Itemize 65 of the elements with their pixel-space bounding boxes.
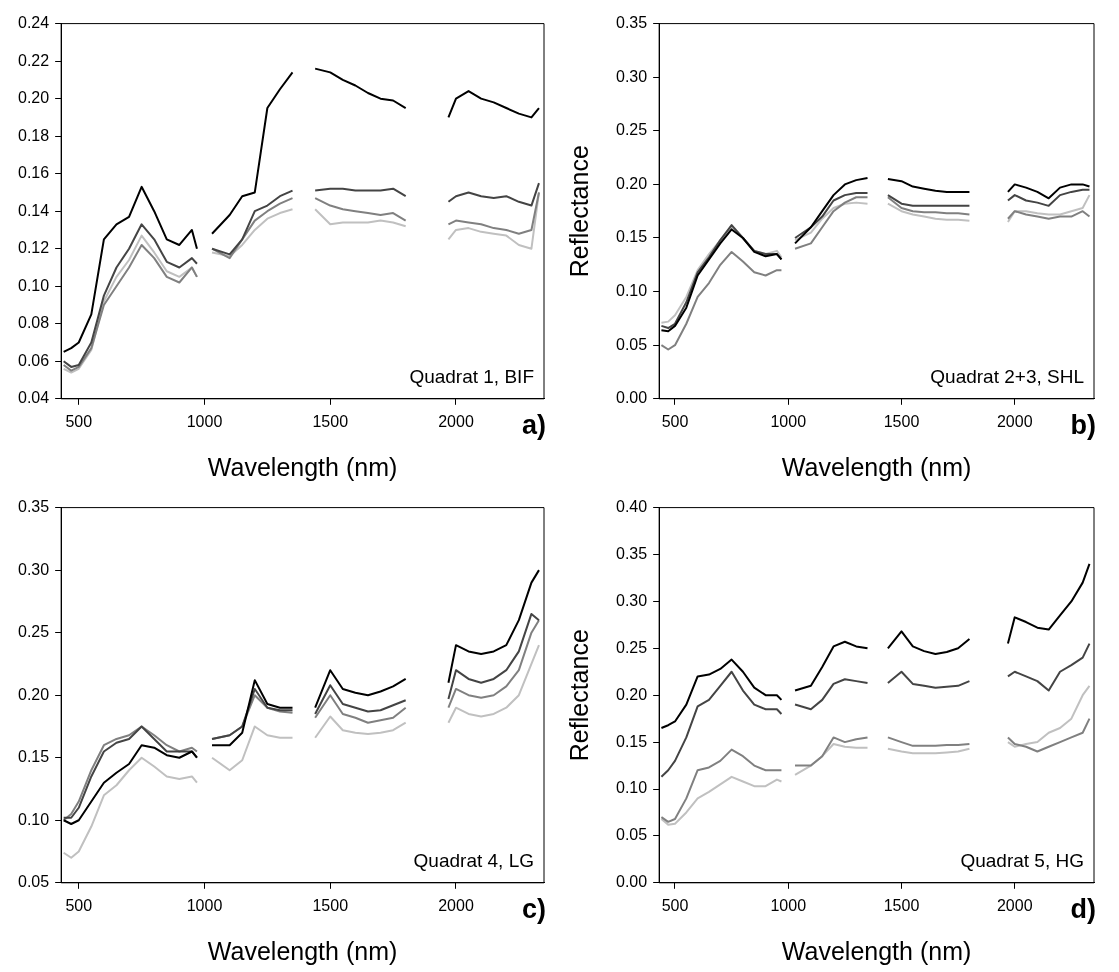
y-axis-title: Reflectance bbox=[564, 145, 593, 278]
x-tick-label: 1000 bbox=[186, 412, 223, 430]
y-tick-label: 0.40 bbox=[616, 498, 648, 516]
x-tick-label: 2000 bbox=[438, 412, 474, 430]
y-tick-label: 0.08 bbox=[18, 314, 50, 332]
y-tick-label: 0.10 bbox=[18, 810, 50, 828]
y-tick-label: 0.35 bbox=[616, 14, 648, 32]
text: b) bbox=[1070, 410, 1096, 441]
y-tick-label: 0.00 bbox=[616, 389, 648, 407]
annotation: Quadrat 2+3, SHL bbox=[930, 365, 1084, 387]
x-tick-label: 1500 bbox=[883, 896, 920, 914]
y-tick-label: 0.18 bbox=[18, 126, 50, 144]
x-tick-label: 2000 bbox=[996, 412, 1033, 430]
text: a) bbox=[521, 410, 546, 441]
y-tick-label: 0.25 bbox=[616, 638, 648, 656]
x-tick-label: 2000 bbox=[996, 896, 1033, 914]
y-axis-title: Reflectance bbox=[564, 629, 593, 762]
y-tick-label: 0.14 bbox=[18, 201, 50, 219]
y-tick-label: 0.25 bbox=[616, 121, 648, 139]
x-tick-label: 1500 bbox=[883, 412, 920, 430]
y-tick-label: 0.20 bbox=[18, 89, 50, 107]
y-tick-label: 0.22 bbox=[18, 51, 50, 69]
y-tick-label: 0.20 bbox=[616, 685, 648, 703]
x-axis-title: Wavelength (nm) bbox=[781, 452, 972, 481]
text: c) bbox=[521, 894, 546, 925]
x-tick-label: 2000 bbox=[438, 896, 474, 914]
y-tick-label: 0.20 bbox=[616, 174, 648, 192]
y-tick-label: 0.20 bbox=[18, 685, 50, 703]
y-tick-label: 0.05 bbox=[616, 826, 648, 844]
x-tick-label: 500 bbox=[661, 896, 689, 914]
x-tick-label: 1500 bbox=[312, 412, 349, 430]
y-tick-label: 0.15 bbox=[616, 732, 648, 750]
text: d) bbox=[1070, 894, 1096, 925]
y-tick-label: 0.12 bbox=[18, 239, 50, 257]
x-tick-label: 1000 bbox=[186, 896, 223, 914]
y-tick-label: 0.35 bbox=[18, 498, 50, 516]
x-tick-label: 500 bbox=[661, 412, 689, 430]
x-axis-title: Wavelength (nm) bbox=[781, 936, 972, 965]
y-tick-label: 0.16 bbox=[18, 164, 50, 182]
annotation: Quadrat 1, BIF bbox=[409, 365, 534, 387]
x-tick-label: 1500 bbox=[312, 896, 349, 914]
y-tick-label: 0.30 bbox=[616, 591, 648, 609]
y-tick-label: 0.15 bbox=[616, 228, 648, 246]
y-tick-label: 0.30 bbox=[18, 560, 50, 578]
y-tick-label: 0.04 bbox=[18, 389, 50, 407]
y-tick-label: 0.25 bbox=[18, 623, 50, 641]
y-tick-label: 0.15 bbox=[18, 748, 50, 766]
y-tick-label: 0.05 bbox=[616, 335, 648, 353]
y-tick-label: 0.24 bbox=[18, 14, 50, 32]
y-tick-label: 0.10 bbox=[18, 276, 50, 294]
x-axis-title: Wavelength (nm) bbox=[207, 936, 398, 965]
annotation: Quadrat 4, LG bbox=[413, 849, 534, 871]
y-tick-label: 0.00 bbox=[616, 873, 648, 891]
y-tick-label: 0.10 bbox=[616, 779, 648, 797]
y-tick-label: 0.06 bbox=[18, 351, 50, 369]
x-tick-label: 500 bbox=[65, 896, 93, 914]
x-tick-label: 500 bbox=[65, 412, 93, 430]
y-tick-label: 0.35 bbox=[616, 544, 648, 562]
y-tick-label: 0.05 bbox=[18, 873, 50, 891]
x-tick-label: 1000 bbox=[770, 896, 807, 914]
y-tick-label: 0.30 bbox=[616, 67, 648, 85]
x-axis-title: Wavelength (nm) bbox=[207, 452, 398, 481]
annotation: Quadrat 5, HG bbox=[960, 849, 1084, 871]
y-tick-label: 0.10 bbox=[616, 282, 648, 300]
x-tick-label: 1000 bbox=[770, 412, 807, 430]
